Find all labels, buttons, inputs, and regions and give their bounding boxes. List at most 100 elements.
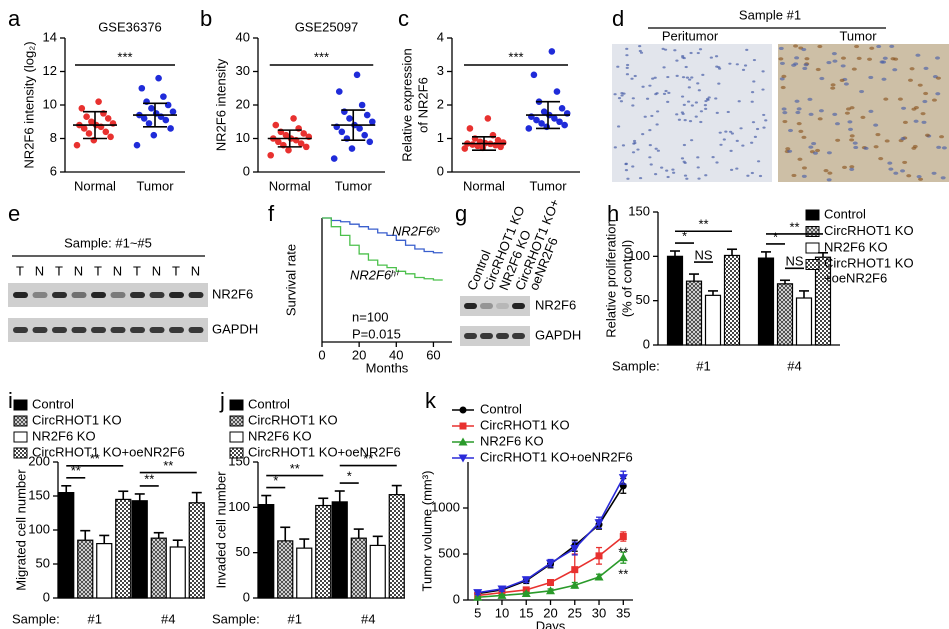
cell xyxy=(677,118,682,121)
cell xyxy=(889,44,895,48)
cell xyxy=(801,47,807,52)
y-axis-label: NR2F6 intensity (log₂) xyxy=(21,41,36,168)
cell xyxy=(781,107,787,111)
cell xyxy=(795,110,801,115)
cell xyxy=(655,123,659,126)
cell xyxy=(831,52,837,56)
legend-label: NR2F6 KO xyxy=(32,428,96,443)
legend-swatch xyxy=(805,209,820,221)
cell xyxy=(807,97,813,101)
legend-label: CircRHOT1 KO xyxy=(32,412,122,427)
data-dot xyxy=(272,121,280,129)
cell xyxy=(687,86,691,89)
marker xyxy=(458,437,468,446)
cell xyxy=(901,106,907,110)
band-label: GAPDH xyxy=(212,321,258,336)
legend-swatch xyxy=(229,415,244,427)
cell xyxy=(755,127,760,131)
cell xyxy=(624,169,629,172)
x-tick-label: #1 xyxy=(696,358,710,373)
cell xyxy=(931,98,937,102)
bar xyxy=(169,546,186,599)
data-dot xyxy=(358,101,366,109)
cell xyxy=(887,161,893,165)
bar xyxy=(315,504,332,599)
data-dot xyxy=(73,141,81,149)
bar xyxy=(776,283,794,346)
cell xyxy=(778,46,784,51)
cell xyxy=(888,167,894,171)
cell xyxy=(788,128,794,133)
cell xyxy=(750,171,754,175)
blot-band xyxy=(91,327,106,333)
cell xyxy=(680,157,685,160)
blot-band xyxy=(71,292,87,298)
cell xyxy=(645,97,650,100)
cell xyxy=(791,173,797,178)
blot-band xyxy=(13,327,28,333)
data-dot xyxy=(533,116,540,124)
legend-label: CircRHOT1 KO+oeNR2F6 xyxy=(248,444,401,459)
significance: ** xyxy=(789,219,799,234)
y-axis-label: Invaded cell number xyxy=(213,471,228,589)
blot-band xyxy=(464,303,477,309)
data-dot xyxy=(275,138,282,146)
data-dot xyxy=(538,120,545,127)
blot-band xyxy=(480,333,493,339)
legend-swatch xyxy=(13,399,28,411)
cell xyxy=(818,109,824,113)
x-tick-label: #4 xyxy=(161,611,175,626)
cell xyxy=(694,115,698,118)
cell xyxy=(843,82,849,86)
x-tick-label: Tumor xyxy=(335,178,373,193)
cell xyxy=(743,64,748,67)
legend-label: CircRHOT1 KO xyxy=(824,223,914,238)
cell xyxy=(641,85,645,88)
x-tick-label: 35 xyxy=(616,605,630,620)
data-dot xyxy=(138,84,146,92)
cell xyxy=(869,46,875,50)
cell xyxy=(780,85,786,90)
blot-band xyxy=(169,292,184,298)
x-tick-label: 25 xyxy=(568,605,582,620)
data-dot xyxy=(297,140,305,147)
legend-label: CircRHOT1 KO+oeNR2F6 xyxy=(480,449,633,464)
band-label: GAPDH xyxy=(535,327,581,342)
cell xyxy=(745,48,749,51)
legend-swatch xyxy=(229,431,244,443)
data-dot xyxy=(78,105,86,112)
cell xyxy=(656,149,660,152)
data-dot xyxy=(461,145,469,152)
band-label: NR2F6 xyxy=(212,286,253,301)
survival-curve xyxy=(322,217,443,254)
significance: * xyxy=(273,473,278,488)
cell xyxy=(830,83,836,87)
cell xyxy=(686,100,691,103)
data-dot xyxy=(155,74,162,82)
marker xyxy=(458,454,468,463)
data-dot xyxy=(494,136,502,144)
x-tick-label: 10 xyxy=(495,605,509,620)
bar xyxy=(723,254,741,346)
cell xyxy=(779,61,785,66)
cell xyxy=(625,47,629,50)
lane-label: T xyxy=(94,263,102,278)
cell xyxy=(715,161,719,164)
data-dot xyxy=(466,125,474,132)
cell xyxy=(847,120,853,124)
panel-letter: a xyxy=(8,6,21,31)
cell xyxy=(793,62,799,66)
cell xyxy=(649,163,653,166)
data-dot xyxy=(133,141,141,149)
bar xyxy=(704,294,722,346)
cell xyxy=(696,156,700,159)
cell xyxy=(741,144,745,147)
y-axis-label: of NR2F6 xyxy=(415,77,430,133)
data-dot xyxy=(290,115,297,122)
data-dot xyxy=(267,151,275,159)
blot-band xyxy=(52,327,67,333)
x-axis-label: Months xyxy=(366,360,409,375)
data-dot xyxy=(167,125,174,132)
x-tick-label: 20 xyxy=(543,605,557,620)
cell xyxy=(840,64,846,68)
